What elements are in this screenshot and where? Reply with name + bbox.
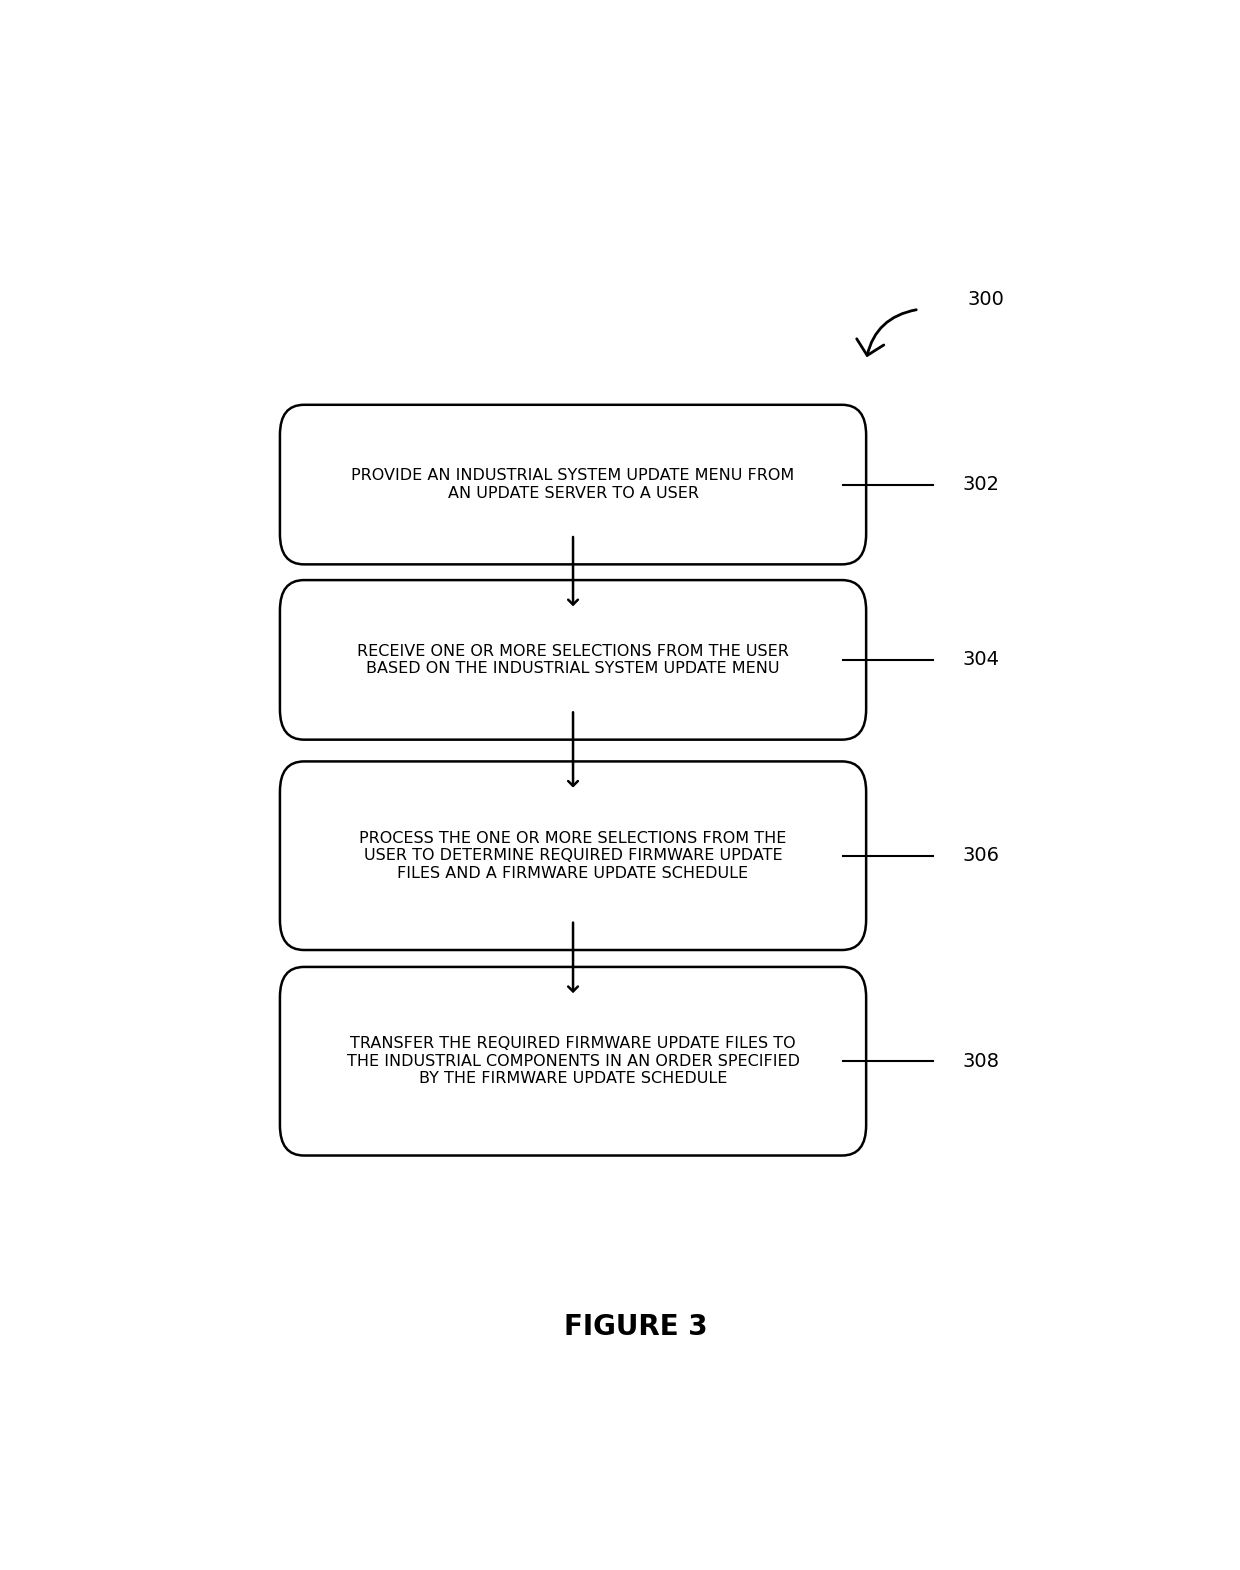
FancyBboxPatch shape bbox=[280, 967, 867, 1156]
Text: 306: 306 bbox=[962, 846, 999, 865]
Text: 300: 300 bbox=[967, 290, 1004, 309]
Text: PROCESS THE ONE OR MORE SELECTIONS FROM THE
USER TO DETERMINE REQUIRED FIRMWARE : PROCESS THE ONE OR MORE SELECTIONS FROM … bbox=[360, 831, 786, 881]
Text: 308: 308 bbox=[962, 1052, 999, 1071]
FancyBboxPatch shape bbox=[280, 761, 867, 950]
Text: TRANSFER THE REQUIRED FIRMWARE UPDATE FILES TO
THE INDUSTRIAL COMPONENTS IN AN O: TRANSFER THE REQUIRED FIRMWARE UPDATE FI… bbox=[346, 1036, 800, 1086]
Text: RECEIVE ONE OR MORE SELECTIONS FROM THE USER
BASED ON THE INDUSTRIAL SYSTEM UPDA: RECEIVE ONE OR MORE SELECTIONS FROM THE … bbox=[357, 644, 789, 677]
Text: FIGURE 3: FIGURE 3 bbox=[564, 1313, 707, 1341]
Text: 304: 304 bbox=[962, 650, 999, 669]
Text: 302: 302 bbox=[962, 476, 999, 495]
FancyArrowPatch shape bbox=[857, 309, 916, 355]
Text: PROVIDE AN INDUSTRIAL SYSTEM UPDATE MENU FROM
AN UPDATE SERVER TO A USER: PROVIDE AN INDUSTRIAL SYSTEM UPDATE MENU… bbox=[351, 468, 795, 501]
FancyBboxPatch shape bbox=[280, 579, 867, 739]
FancyBboxPatch shape bbox=[280, 405, 867, 564]
